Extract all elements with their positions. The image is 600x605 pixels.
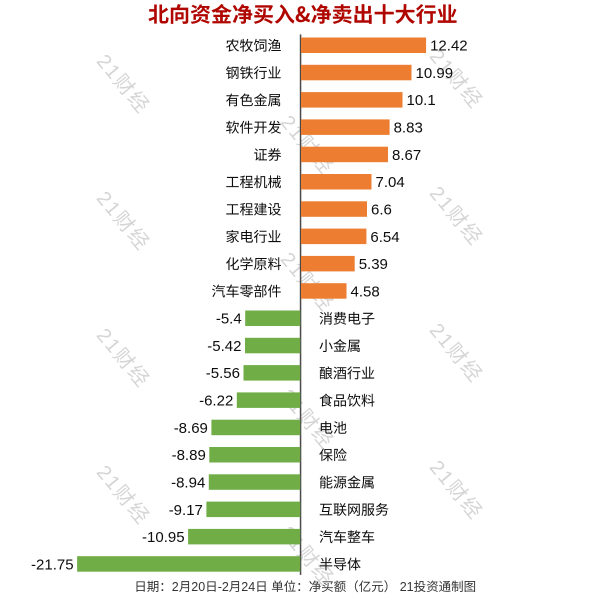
svg-text:20: 20 (191, 580, 205, 594)
svg-text:21: 21 (400, 580, 414, 594)
svg-text:8.83: 8.83 (394, 120, 423, 137)
svg-text:-8.69: -8.69 (174, 420, 208, 437)
svg-text:-8.89: -8.89 (172, 447, 206, 464)
svg-text:-6.22: -6.22 (199, 393, 233, 410)
svg-text:6.6: 6.6 (371, 202, 392, 219)
svg-text:7.04: 7.04 (376, 174, 405, 191)
svg-text:12.42: 12.42 (430, 38, 468, 55)
svg-text:-5.4: -5.4 (216, 311, 242, 328)
svg-text:10.1: 10.1 (407, 92, 436, 109)
svg-text:-10.95: -10.95 (142, 529, 185, 546)
svg-text:-21.75: -21.75 (31, 556, 74, 573)
svg-text:4.58: 4.58 (351, 283, 380, 300)
svg-text:24: 24 (241, 580, 255, 594)
svg-text:-9.17: -9.17 (169, 502, 203, 519)
svg-text:-2: -2 (218, 580, 229, 594)
svg-text:6.54: 6.54 (370, 229, 399, 246)
svg-text:8.67: 8.67 (392, 147, 421, 164)
svg-text:-8.94: -8.94 (171, 474, 205, 491)
svg-text:2: 2 (172, 580, 179, 594)
svg-text:-5.42: -5.42 (207, 338, 241, 355)
svg-text:5.39: 5.39 (359, 256, 388, 273)
svg-text:-5.56: -5.56 (206, 365, 240, 382)
svg-text:10.99: 10.99 (416, 65, 454, 82)
